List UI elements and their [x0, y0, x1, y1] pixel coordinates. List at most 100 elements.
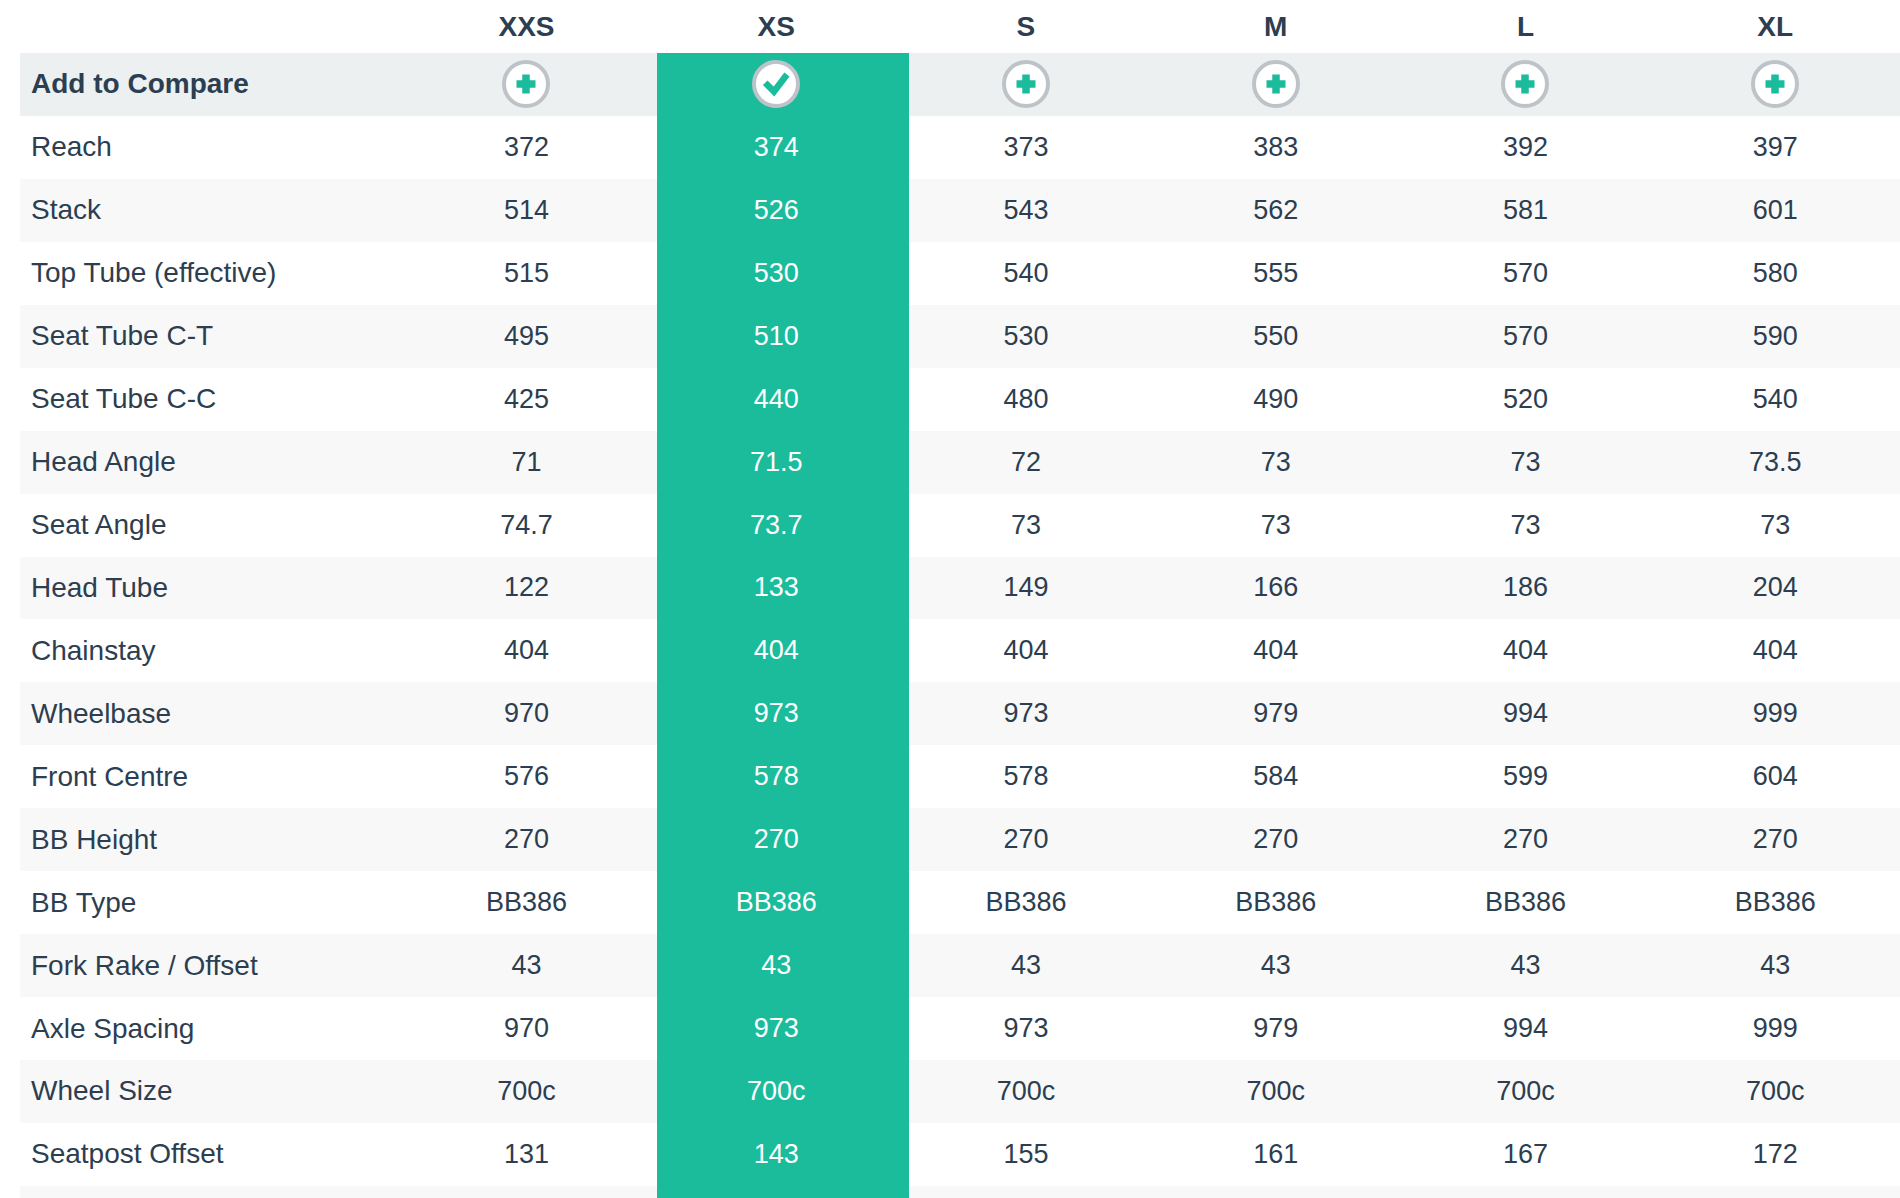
value-cell-top-tube-effective-xs: 530 [651, 242, 901, 305]
value-cell-bb-type-s: BB386 [901, 871, 1151, 934]
value-cell-wheelbase-m: 979 [1151, 682, 1401, 745]
add-to-compare-button-xxs[interactable] [502, 60, 550, 108]
value-cell-front-centre-xl: 604 [1650, 745, 1900, 808]
header-spacer [0, 0, 402, 53]
value-cell-bb-height-xxs: 270 [402, 808, 652, 871]
compare-cell-m [1151, 53, 1401, 116]
value-cell-reach-s: 373 [901, 116, 1151, 179]
value-cell-wheel-size-m: 700c [1151, 1060, 1401, 1123]
size-header-xl: XL [1650, 0, 1900, 53]
value-cell-bb-type-l: BB386 [1401, 871, 1651, 934]
row-label-seat-angle: Seat Angle [0, 494, 402, 557]
value-cell-axle-spacing-l: 994 [1401, 997, 1651, 1060]
value-cell-stack-xs: 526 [651, 179, 901, 242]
value-cell-seat-angle-l: 73 [1401, 494, 1651, 557]
size-header-l: L [1401, 0, 1651, 53]
value-cell-chainstay-m: 404 [1151, 619, 1401, 682]
value-cell-stack-xl: 601 [1650, 179, 1900, 242]
value-cell-reach-xl: 397 [1650, 116, 1900, 179]
add-to-compare-button-m[interactable] [1252, 60, 1300, 108]
plus-icon [1263, 71, 1289, 97]
plus-icon [1512, 71, 1538, 97]
row-label-wheelbase: Wheelbase [0, 682, 402, 745]
table-row-top-tube-effective: Top Tube (effective)515530540555570580 [0, 242, 1900, 305]
value-cell-seat-tube-c-c-m: 490 [1151, 368, 1401, 431]
value-cell-seat-tube-c-t-xs: 510 [651, 305, 901, 368]
value-cell-head-tube-xl: 204 [1650, 557, 1900, 620]
value-cell-wheel-size-l: 700c [1401, 1060, 1651, 1123]
value-cell-seatpost-offset-l: 167 [1401, 1123, 1651, 1186]
value-cell-head-tube-xxs: 122 [402, 557, 652, 620]
remove-from-compare-button-xs[interactable] [752, 60, 800, 108]
value-cell-bb-height-s: 270 [901, 808, 1151, 871]
value-cell-head-angle-m: 73 [1151, 431, 1401, 494]
add-to-compare-button-l[interactable] [1501, 60, 1549, 108]
table-row-front-centre: Front Centre576578578584599604 [0, 745, 1900, 808]
compare-cell-xl [1650, 53, 1900, 116]
value-cell-bb-height-m: 270 [1151, 808, 1401, 871]
table-row-seat-tube-c-c: Seat Tube C-C425440480490520540 [0, 368, 1900, 431]
value-cell-seatpost-offset-xs: 143 [651, 1123, 901, 1186]
value-cell-top-tube-effective-xl: 580 [1650, 242, 1900, 305]
size-header-xs: XS [651, 0, 901, 53]
value-cell-bb-height-l: 270 [1401, 808, 1651, 871]
value-cell-reach-l: 392 [1401, 116, 1651, 179]
value-cell-head-tube-s: 149 [901, 557, 1151, 620]
row-label-reach: Reach [0, 116, 402, 179]
compare-cell-xs [651, 53, 901, 116]
table-row-partial [0, 1186, 1900, 1198]
value-cell-fork-rake-offset-xxs: 43 [402, 934, 652, 997]
table-row-bb-type: BB TypeBB386BB386BB386BB386BB386BB386 [0, 871, 1900, 934]
value-cell-front-centre-m: 584 [1151, 745, 1401, 808]
add-to-compare-button-s[interactable] [1002, 60, 1050, 108]
value-cell-seat-tube-c-t-l: 570 [1401, 305, 1651, 368]
row-label-seatpost-offset: Seatpost Offset [0, 1123, 402, 1186]
add-to-compare-label: Add to Compare [0, 53, 402, 116]
value-cell-front-centre-s: 578 [901, 745, 1151, 808]
value-cell-seatpost-offset-m: 161 [1151, 1123, 1401, 1186]
value-cell-reach-xxs: 372 [402, 116, 652, 179]
value-cell-front-centre-xs: 578 [651, 745, 901, 808]
value-cell-fork-rake-offset-s: 43 [901, 934, 1151, 997]
value-cell-seat-tube-c-t-xxs: 495 [402, 305, 652, 368]
value-cell-seat-tube-c-c-l: 520 [1401, 368, 1651, 431]
value-cell-top-tube-effective-s: 540 [901, 242, 1151, 305]
value-cell-seat-tube-c-c-xxs: 425 [402, 368, 652, 431]
row-label-head-tube: Head Tube [0, 557, 402, 620]
value-cell-axle-spacing-s: 973 [901, 997, 1151, 1060]
value-cell-axle-spacing-m: 979 [1151, 997, 1401, 1060]
size-header-xxs: XXS [402, 0, 652, 53]
value-cell-seat-tube-c-c-xl: 540 [1650, 368, 1900, 431]
row-label-seat-tube-c-t: Seat Tube C-T [0, 305, 402, 368]
value-cell-fork-rake-offset-l: 43 [1401, 934, 1651, 997]
row-label-axle-spacing: Axle Spacing [0, 997, 402, 1060]
table-row-head-tube: Head Tube122133149166186204 [0, 557, 1900, 620]
row-label-fork-rake-offset: Fork Rake / Offset [0, 934, 402, 997]
value-cell-bb-height-xs: 270 [651, 808, 901, 871]
table-row-bb-height: BB Height270270270270270270 [0, 808, 1900, 871]
add-to-compare-button-xl[interactable] [1751, 60, 1799, 108]
row-label-bb-height: BB Height [0, 808, 402, 871]
value-cell-axle-spacing-xl: 999 [1650, 997, 1900, 1060]
value-cell-wheelbase-s: 973 [901, 682, 1151, 745]
geometry-comparison-table: XXSXSSMLXL Add to Compare Reach372374373… [0, 0, 1900, 1198]
value-cell-chainstay-xxs: 404 [402, 619, 652, 682]
value-cell-top-tube-effective-m: 555 [1151, 242, 1401, 305]
table-row-seatpost-offset: Seatpost Offset131143155161167172 [0, 1123, 1900, 1186]
plus-icon [513, 71, 539, 97]
value-cell-head-tube-m: 166 [1151, 557, 1401, 620]
table-body: Reach372374373383392397Stack514526543562… [0, 116, 1900, 1198]
value-cell-seatpost-offset-xxs: 131 [402, 1123, 652, 1186]
table-row-seat-tube-c-t: Seat Tube C-T495510530550570590 [0, 305, 1900, 368]
value-cell-chainstay-xs: 404 [651, 619, 901, 682]
value-cell-head-tube-xs: 133 [651, 557, 901, 620]
value-cell-head-angle-s: 72 [901, 431, 1151, 494]
value-cell-bb-type-m: BB386 [1151, 871, 1401, 934]
compare-row: Add to Compare [0, 53, 1900, 116]
size-header-m: M [1151, 0, 1401, 53]
value-cell-fork-rake-offset-m: 43 [1151, 934, 1401, 997]
plus-icon [1762, 71, 1788, 97]
value-cell-top-tube-effective-l: 570 [1401, 242, 1651, 305]
value-cell-head-angle-xxs: 71 [402, 431, 652, 494]
value-cell-wheelbase-xxs: 970 [402, 682, 652, 745]
